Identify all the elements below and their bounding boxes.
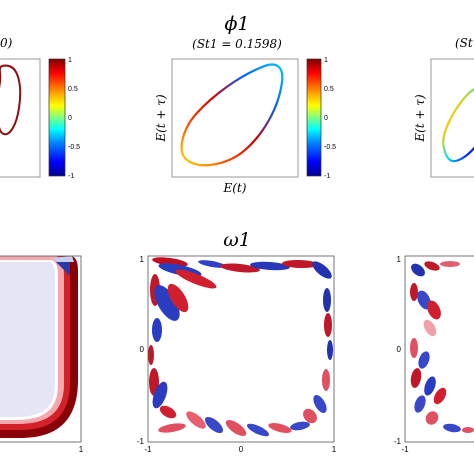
cbar-tick: 0.5 bbox=[324, 86, 334, 93]
cbar-tick: -0.5 bbox=[324, 144, 336, 151]
cbar-tick: -1 bbox=[68, 173, 74, 180]
left-phase-axes bbox=[0, 58, 41, 178]
middle-vorticity-ticks: 1 0 -1 -1 0 1 bbox=[137, 255, 337, 454]
right-vorticity-axes bbox=[404, 255, 474, 443]
cbar-tick: 0.5 bbox=[68, 86, 78, 93]
right-vorticity-ticks: 1 0 -1 -1 bbox=[394, 255, 409, 454]
left-vorticity-panel bbox=[0, 256, 81, 442]
middle-phase-axes bbox=[171, 58, 299, 178]
left-phase-loop bbox=[0, 64, 22, 136]
vort-xtick: -1 bbox=[144, 445, 152, 454]
vort-xtick: -1 bbox=[401, 445, 409, 454]
left-colorbar-ticks: 1 0.5 0 -0.5 -1 bbox=[68, 57, 80, 180]
left-partial-label: 0) bbox=[0, 36, 13, 50]
middle-ylabel: E(t + τ) bbox=[154, 94, 168, 143]
left-vort-xtick: 1 bbox=[79, 445, 84, 454]
vort-ytick: -1 bbox=[137, 437, 145, 446]
vort-ytick: 1 bbox=[140, 255, 145, 264]
top-title: ϕ1 bbox=[224, 13, 249, 35]
right-ylabel: E(t + τ) bbox=[413, 94, 427, 143]
right-vorticity-panel bbox=[405, 256, 474, 442]
vort-xtick: 0 bbox=[239, 445, 244, 454]
right-partial-label: (St bbox=[455, 36, 473, 50]
middle-colorbar-ticks: 1 0.5 0 -0.5 -1 bbox=[324, 57, 336, 180]
vort-ytick: 0 bbox=[397, 345, 402, 354]
left-colorbar bbox=[48, 58, 66, 177]
middle-subtitle: (St1 = 0.1598) bbox=[192, 37, 282, 51]
vort-xtick: 1 bbox=[332, 445, 337, 454]
cbar-tick: 1 bbox=[68, 57, 72, 64]
cbar-tick: 1 bbox=[324, 57, 328, 64]
middle-vorticity-axes bbox=[147, 255, 335, 443]
right-phase-axes bbox=[430, 58, 474, 178]
cbar-tick: 0 bbox=[68, 115, 72, 122]
vort-ytick: 0 bbox=[140, 345, 145, 354]
vort-ytick: 1 bbox=[397, 255, 402, 264]
vort-ytick: -1 bbox=[394, 437, 402, 446]
middle-colorbar bbox=[306, 58, 322, 177]
left-vorticity-axes bbox=[0, 255, 82, 443]
middle-vorticity-panel bbox=[148, 256, 334, 442]
right-phase-loop bbox=[442, 88, 474, 163]
bottom-title: ω1 bbox=[223, 229, 251, 251]
cbar-tick: -1 bbox=[324, 173, 330, 180]
cbar-tick: -0.5 bbox=[68, 144, 80, 151]
cbar-tick: 0 bbox=[324, 115, 328, 122]
middle-phase-loop bbox=[180, 63, 284, 167]
middle-xlabel: E(t) bbox=[223, 181, 247, 195]
